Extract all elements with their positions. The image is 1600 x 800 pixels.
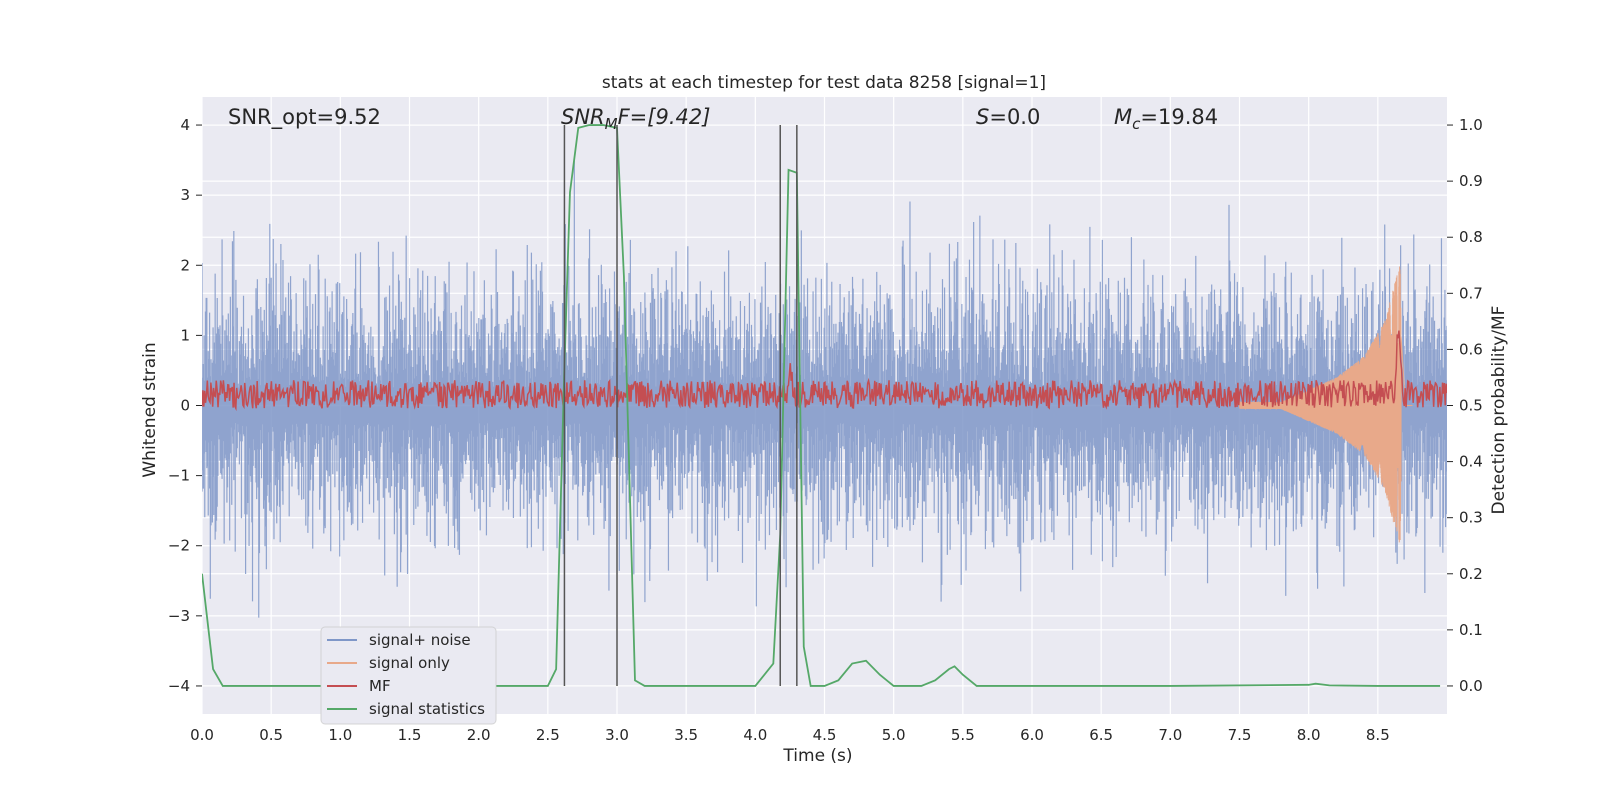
annotation-mc: Mc=19.84 [1114, 105, 1218, 133]
series-signal-only [1239, 266, 1413, 543]
left-tick-label: 2 [180, 256, 190, 274]
right-tick-label: 0.9 [1459, 172, 1483, 190]
left-tick-label: 3 [180, 186, 190, 204]
x-tick-label: 1.5 [398, 726, 422, 744]
y-axis-label-right: Detection probability/MF [1489, 306, 1509, 515]
x-tick-label: 2.0 [467, 726, 491, 744]
legend-label: MF [369, 677, 391, 695]
legend-item-signal-noise: signal+ noise [327, 631, 471, 649]
series-signal-statistics [202, 124, 1441, 687]
series-layer [202, 124, 1447, 687]
left-tick-label: 0 [180, 397, 190, 415]
left-tick-label: −3 [168, 607, 190, 625]
legend: signal+ noise signal only MF signal stat… [320, 626, 497, 725]
x-tick-label: 2.5 [536, 726, 560, 744]
x-tick-label: 7.0 [1158, 726, 1182, 744]
x-tick-label: 8.5 [1366, 726, 1390, 744]
right-tick-label: 1.0 [1459, 116, 1483, 134]
left-tick-label: −4 [168, 677, 190, 695]
x-tick-label: 7.5 [1228, 726, 1252, 744]
annotation-s: S=0.0 [976, 105, 1040, 129]
right-tick-label: 0.4 [1459, 453, 1483, 471]
right-tick-label: 0.8 [1459, 228, 1483, 246]
x-tick-label: 0.5 [259, 726, 283, 744]
chart-title: stats at each timestep for test data 825… [602, 73, 1046, 93]
legend-item-signal-statistics: signal statistics [327, 700, 485, 718]
y-axis-label-left: Whitened strain [140, 342, 160, 477]
x-tick-label: 5.5 [951, 726, 975, 744]
vertical-markers [563, 125, 798, 686]
x-tick-label: 1.0 [328, 726, 352, 744]
legend-item-mf: MF [327, 677, 391, 695]
right-tick-label: 0.5 [1459, 397, 1483, 415]
right-tick-label: 0.3 [1459, 509, 1483, 527]
left-tick-label: −2 [168, 537, 190, 555]
x-tick-label: 5.0 [882, 726, 906, 744]
right-tick-label: 0.1 [1459, 621, 1483, 639]
left-tick-label: 1 [180, 326, 190, 344]
x-tick-label: 6.0 [1020, 726, 1044, 744]
left-tick-label: 4 [180, 116, 190, 134]
left-axis-ticks: 4 3 2 1 0 −1 −2 −3 −4 [168, 116, 202, 695]
legend-box [320, 626, 497, 725]
x-tick-label: 4.5 [813, 726, 837, 744]
x-tick-label: 8.0 [1297, 726, 1321, 744]
legend-label: signal statistics [369, 700, 485, 718]
right-tick-label: 0.0 [1459, 677, 1483, 695]
annotation-snr-mf: SNRMF=[9.42] [561, 105, 710, 133]
x-axis-label: Time (s) [782, 746, 852, 766]
x-tick-label: 4.0 [743, 726, 767, 744]
x-tick-label: 0.0 [190, 726, 214, 744]
legend-label: signal only [369, 654, 450, 672]
left-tick-label: −1 [168, 467, 190, 485]
annotation-snr-opt: SNR_opt=9.52 [228, 105, 381, 130]
right-tick-label: 0.6 [1459, 340, 1483, 358]
x-axis-ticks: 0.0 0.5 1.0 1.5 2.0 2.5 3.0 3.5 4.0 4.5 5.0 5.5 6.0 6… [190, 726, 1390, 744]
x-tick-label: 3.0 [605, 726, 629, 744]
x-tick-label: 3.5 [674, 726, 698, 744]
legend-item-signal-only: signal only [327, 654, 450, 672]
x-tick-label: 6.5 [1089, 726, 1113, 744]
right-axis-ticks: 1.0 0.9 0.8 0.7 0.6 0.5 0.4 0.3 0.2 0.1 0.0 [1447, 116, 1483, 695]
right-tick-label: 0.2 [1459, 565, 1483, 583]
series-mf [202, 330, 1447, 412]
legend-label: signal+ noise [369, 631, 471, 649]
right-tick-label: 0.7 [1459, 284, 1483, 302]
